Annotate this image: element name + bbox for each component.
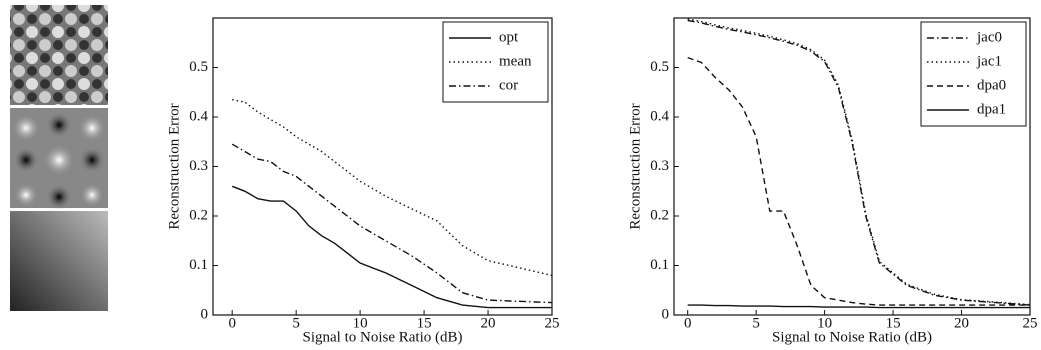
legend-label: dpa0 [977, 77, 1006, 93]
y-tick-label: 0.2 [650, 207, 669, 223]
legend: opt mean cor [443, 22, 548, 102]
legend-label: jac1 [976, 53, 1002, 69]
legend-label: cor [499, 77, 518, 93]
thumbnail [10, 5, 108, 105]
x-tick-label: 0 [228, 315, 236, 331]
y-tick-label: 0.3 [650, 158, 669, 174]
legend-label: dpa1 [977, 101, 1006, 117]
x-tick-label: 20 [481, 315, 496, 331]
y-tick-label: 0.4 [650, 108, 669, 124]
thumbnail [10, 211, 108, 311]
y-tick-label: 0.4 [189, 108, 208, 124]
thumbnails [10, 5, 108, 311]
y-tick-label: 0.1 [189, 257, 208, 273]
y-axis-label: Reconstruction Error [627, 103, 643, 229]
y-tick-label: 0.2 [189, 207, 208, 223]
series-line [688, 305, 1030, 308]
y-tick-label: 0.3 [189, 158, 208, 174]
y-tick-label: 0.5 [650, 59, 669, 75]
y-tick-label: 0 [662, 306, 670, 322]
series-line [232, 144, 552, 302]
x-tick-label: 25 [545, 315, 560, 331]
legend-label: mean [499, 53, 532, 69]
y-tick-label: 0.5 [189, 59, 208, 75]
x-tick-label: 5 [292, 315, 300, 331]
x-tick-label: 0 [684, 315, 692, 331]
series-line [232, 186, 552, 307]
thumbnail [10, 108, 108, 210]
y-axis-label: Reconstruction Error [166, 103, 182, 229]
x-axis-label: Signal to Noise Ratio (dB) [303, 329, 463, 345]
y-tick-label: 0.1 [650, 257, 669, 273]
figure: 051015202500.10.20.30.40.5Signal to Nois… [0, 0, 1041, 350]
x-tick-label: 20 [954, 315, 969, 331]
legend-label: opt [499, 29, 519, 45]
x-tick-label: 25 [1023, 315, 1038, 331]
y-tick-label: 0 [201, 306, 209, 322]
legend-label: jac0 [976, 29, 1002, 45]
x-tick-label: 5 [752, 315, 760, 331]
legend: jac0 jac1 dpa0 dpa1 [921, 22, 1026, 126]
series-line [232, 100, 552, 276]
x-axis-label: Signal to Noise Ratio (dB) [772, 329, 932, 345]
